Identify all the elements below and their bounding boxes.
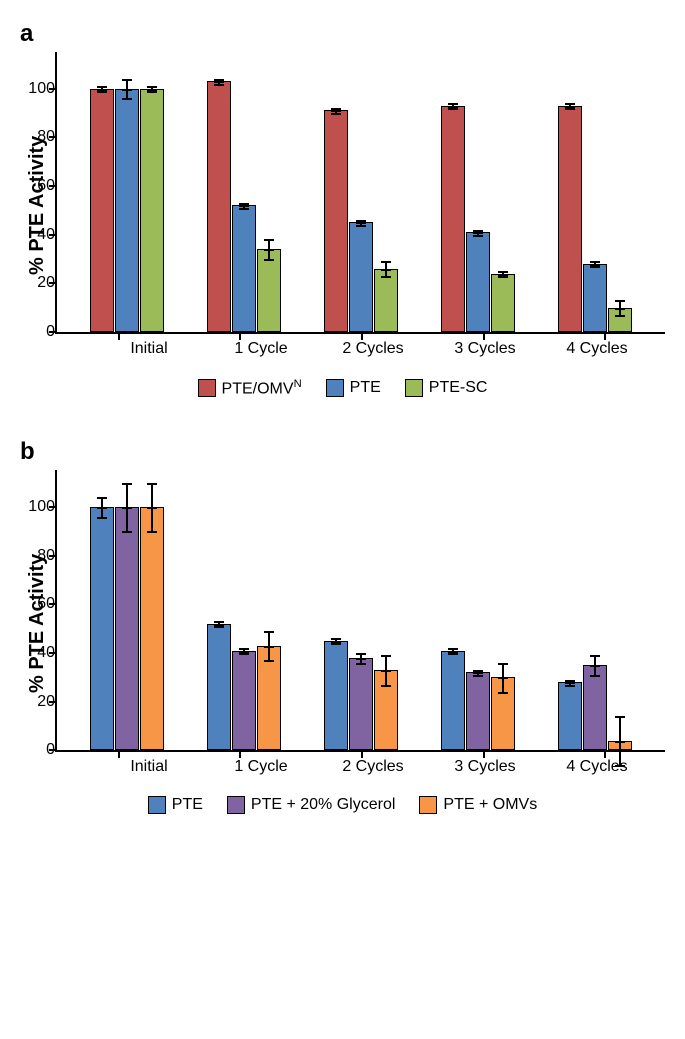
panel-a-xlabels: Initial1 Cycle2 Cycles3 Cycles4 Cycles <box>49 334 665 358</box>
bar <box>441 651 465 751</box>
legend-label: PTE + 20% Glycerol <box>251 796 396 814</box>
bar <box>207 81 231 332</box>
legend-item: PTE <box>326 378 381 398</box>
bar <box>558 106 582 332</box>
bar <box>90 89 114 332</box>
legend-swatch <box>419 796 437 814</box>
x-tick-label: 3 Cycles <box>429 340 541 358</box>
bar <box>466 232 490 332</box>
bar <box>90 507 114 750</box>
bar-group <box>419 651 536 751</box>
legend-label: PTE + OMVs <box>443 796 537 814</box>
bar <box>441 106 465 332</box>
legend-swatch <box>198 379 216 397</box>
legend-item: PTE/OMVN <box>198 378 302 398</box>
bar <box>140 507 164 750</box>
x-tick-label: Initial <box>93 340 205 358</box>
x-tick-label: Initial <box>93 758 205 776</box>
x-tick-label: 3 Cycles <box>429 758 541 776</box>
bar-group <box>536 106 653 332</box>
bar <box>140 89 164 332</box>
bar <box>374 670 398 750</box>
bar <box>608 741 632 751</box>
panel-b-plot <box>55 470 665 752</box>
panel-b: b % PTE Activity 100806040200 Initial1 C… <box>20 438 665 814</box>
bar <box>257 646 281 751</box>
legend-item: PTE-SC <box>405 378 488 398</box>
bar <box>608 308 632 332</box>
panel-b-label: b <box>20 438 665 466</box>
bar <box>115 89 139 332</box>
bar <box>583 665 607 750</box>
x-tick-label: 4 Cycles <box>541 340 653 358</box>
panel-a-chart: % PTE Activity 100806040200 Initial1 Cyc… <box>20 52 665 358</box>
bar <box>232 651 256 751</box>
bar-group <box>303 641 420 751</box>
bar-group <box>186 624 303 751</box>
legend-label: PTE-SC <box>429 379 488 397</box>
bar <box>583 264 607 332</box>
bar <box>324 641 348 751</box>
panel-a-plot <box>55 52 665 334</box>
legend-item: PTE + OMVs <box>419 796 537 814</box>
legend-swatch <box>148 796 166 814</box>
legend-item: PTE <box>148 796 203 814</box>
panel-a: a % PTE Activity 100806040200 Initial1 C… <box>20 20 665 398</box>
panel-b-legend: PTE PTE + 20% Glycerol PTE + OMVs <box>20 796 665 814</box>
legend-swatch <box>326 379 344 397</box>
bar-group <box>536 665 653 750</box>
panel-b-xlabels: Initial1 Cycle2 Cycles3 Cycles4 Cycles <box>49 752 665 776</box>
legend-swatch <box>227 796 245 814</box>
x-tick-label: 1 Cycle <box>205 340 317 358</box>
bar <box>558 682 582 750</box>
bar <box>349 658 373 751</box>
panel-b-chart: % PTE Activity 100806040200 Initial1 Cyc… <box>20 470 665 776</box>
panel-b-ylabel: % PTE Activity <box>20 470 49 776</box>
bar-group <box>419 106 536 332</box>
bar-group <box>186 81 303 332</box>
x-tick-label: 2 Cycles <box>317 340 429 358</box>
x-tick-label: 4 Cycles <box>541 758 653 776</box>
x-tick-label: 2 Cycles <box>317 758 429 776</box>
legend-swatch <box>405 379 423 397</box>
bar <box>257 249 281 332</box>
bar <box>466 672 490 750</box>
panel-a-label: a <box>20 20 665 48</box>
bar <box>207 624 231 751</box>
bar-group <box>303 110 420 332</box>
bar <box>491 677 515 750</box>
bar <box>324 110 348 332</box>
bar <box>374 269 398 332</box>
bar <box>115 507 139 750</box>
bar-group <box>69 89 186 332</box>
panel-a-ylabel: % PTE Activity <box>20 52 49 358</box>
bar <box>491 274 515 332</box>
x-tick-label: 1 Cycle <box>205 758 317 776</box>
panel-a-legend: PTE/OMVN PTE PTE-SC <box>20 378 665 398</box>
legend-label: PTE <box>350 379 381 397</box>
legend-item: PTE + 20% Glycerol <box>227 796 396 814</box>
legend-label: PTE/OMVN <box>222 378 302 398</box>
bar-group <box>69 507 186 750</box>
legend-label: PTE <box>172 796 203 814</box>
bar <box>349 222 373 332</box>
bar <box>232 205 256 332</box>
